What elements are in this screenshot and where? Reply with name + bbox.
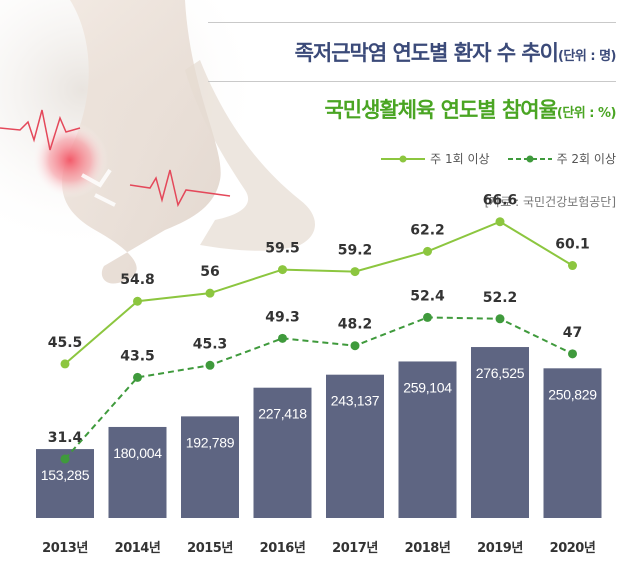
bar [471, 347, 529, 518]
weekly2-point [568, 349, 577, 359]
title-block: 족저근막염 연도별 환자 수 추이(단위 : 명) 국민생활체육 연도별 참여율… [208, 22, 617, 124]
weekly2-data-label: 48.2 [338, 317, 373, 333]
weekly2-point [60, 454, 70, 464]
weekly2-point [495, 314, 505, 324]
weekly2-point [278, 333, 287, 343]
x-tick-label: 2014년 [115, 541, 161, 556]
bar [543, 368, 602, 518]
x-tick-label: 2015년 [187, 541, 233, 556]
legend-solid-line-icon [381, 155, 426, 162]
divider [208, 22, 616, 23]
source-note: [자료 : 국민건강보험공단] [484, 195, 616, 209]
bar-value-label: 227,418 [258, 406, 307, 422]
bar-value-label: 259,104 [403, 379, 452, 395]
weekly2-point [423, 312, 432, 322]
weekly1-point [350, 267, 360, 277]
bar [398, 361, 457, 518]
weekly2-data-label: 31.4 [48, 430, 83, 446]
weekly2-point [350, 341, 360, 351]
unit-label-patients: (단위 : 명) [557, 49, 617, 64]
weekly1-point [60, 359, 70, 369]
weekly1-data-label: 60.1 [555, 237, 590, 253]
bar [181, 416, 239, 518]
weekly1-data-label: 54.8 [120, 272, 155, 288]
legend: 주 1회 이상 주 2회 이상 [381, 150, 616, 167]
weekly1-point [133, 296, 142, 306]
weekly2-data-label: 52.4 [410, 288, 445, 304]
bar [108, 426, 167, 518]
weekly2-data-label: 49.3 [265, 309, 300, 325]
bar-value-label: 250,829 [548, 386, 597, 402]
weekly1-data-label: 45.5 [48, 335, 83, 351]
weekly2-point [205, 360, 215, 370]
weekly1-point [423, 246, 432, 256]
weekly1-data-label: 62.2 [410, 222, 445, 238]
x-tick-label: 2013년 [42, 541, 88, 556]
weekly2-data-label: 47 [563, 325, 582, 341]
weekly2-data-label: 52.2 [483, 290, 518, 306]
unit-label-participation: (단위 : %) [556, 106, 617, 121]
chart-title-patients: 족저근막염 연도별 환자 수 추이(단위 : 명) [294, 41, 617, 65]
x-tick-label: 2017년 [332, 541, 378, 556]
bar-value-label: 243,137 [331, 393, 380, 409]
weekly1-data-label: 56 [200, 264, 219, 280]
weekly1-point [205, 288, 215, 298]
legend-label-weekly2: 주 2회 이상 [556, 152, 616, 166]
bar-value-label: 153,285 [41, 467, 90, 483]
x-tick-label: 2020년 [550, 541, 596, 556]
x-tick-label: 2016년 [260, 541, 306, 556]
bar-value-label: 192,789 [186, 434, 235, 450]
weekly2-line [64, 316, 573, 460]
weekly2-point [133, 372, 142, 382]
x-tick-label: 2019년 [477, 541, 523, 556]
legend-item-weekly2: 주 2회 이상 [507, 150, 616, 167]
weekly1-point [495, 217, 505, 227]
weekly1-point [278, 265, 287, 275]
legend-dashed-line-icon [507, 155, 552, 162]
bar-value-label: 180,004 [113, 445, 162, 461]
x-tick-label: 2018년 [405, 541, 451, 556]
weekly1-data-label: 59.5 [265, 241, 300, 257]
weekly1-data-label: 66.6 [483, 193, 518, 209]
weekly1-data-label: 59.2 [338, 243, 373, 259]
weekly1-point [568, 261, 577, 271]
bar-value-label: 276,525 [476, 365, 525, 381]
weekly2-data-label: 43.5 [120, 348, 155, 364]
legend-item-weekly1: 주 1회 이상 [381, 150, 490, 167]
bar [326, 374, 384, 518]
weekly2-data-label: 45.3 [193, 336, 228, 352]
chart-title-participation: 국민생활체육 연도별 참여율(단위 : %) [324, 98, 617, 122]
legend-label-weekly1: 주 1회 이상 [430, 152, 490, 166]
bar [253, 387, 312, 518]
divider [208, 81, 616, 82]
weekly1-line [64, 220, 574, 365]
